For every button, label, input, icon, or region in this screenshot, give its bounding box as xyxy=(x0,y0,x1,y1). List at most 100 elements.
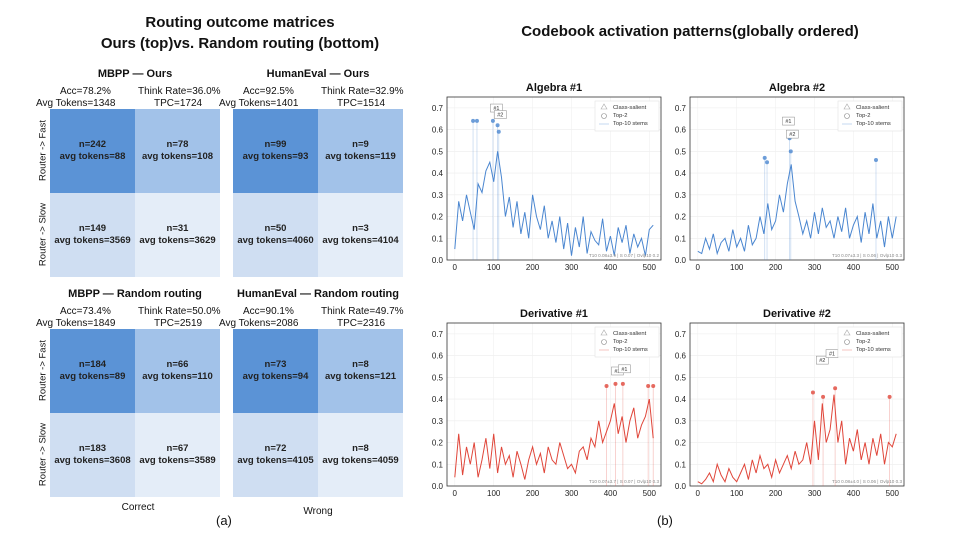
subfigure-label-b: (b) xyxy=(657,513,673,528)
y-tick-label: 0.2 xyxy=(432,213,444,222)
circle-icon xyxy=(844,339,850,345)
salient-marker xyxy=(620,381,625,386)
chart-footer: T10 0.08±3.9 | S 0.07 | Ovlp10 0.2 xyxy=(589,253,659,258)
y-tick-label: 0.6 xyxy=(432,352,444,361)
cell-count: n=149 xyxy=(78,223,107,234)
stat-think-rate: Think Rate=36.0% xyxy=(138,86,221,97)
y-tick-label: 0.3 xyxy=(675,191,687,200)
cell-avg-tokens: avg tokens=4105 xyxy=(237,455,314,466)
stat-tpc: TPC=1724 xyxy=(154,98,203,109)
stat-avg-tokens: Avg Tokens=1849 xyxy=(36,318,116,329)
salient-marker xyxy=(765,160,770,165)
legend-entry: Class-salient xyxy=(856,331,890,337)
y-tick-label: 0.1 xyxy=(675,460,687,469)
top-tag-box xyxy=(786,129,799,139)
legend-box xyxy=(837,326,903,358)
salient-marker xyxy=(613,381,618,386)
y-tick-label: 0.5 xyxy=(432,373,444,382)
cell-count: n=8 xyxy=(352,359,369,370)
chart-title: Derivative #2 xyxy=(763,308,831,320)
line-chart: 0.0 0.1 0.2 0.3 0.4 0.5 0.6 0.7 0 100 200 300 400 500… xyxy=(675,82,905,272)
stat-avg-tokens: Avg Tokens=2086 xyxy=(219,318,299,329)
x-tick-label: 100 xyxy=(730,263,744,272)
legend-box xyxy=(837,100,903,132)
cell-count: n=73 xyxy=(264,359,287,370)
cell-avg-tokens: avg tokens=94 xyxy=(242,371,309,382)
legend-entry: Top-2 xyxy=(856,339,871,345)
chart-footer: T10 0.08±4.0 | S 0.06 | Ovlp10 0.3 xyxy=(832,479,902,484)
matrix-cell: n=66 avg tokens=110 xyxy=(135,329,220,413)
x-tick-label: 100 xyxy=(487,489,501,498)
y-tick-label: 0.7 xyxy=(432,104,444,113)
left-title: Routing outcome matrices Ours (top)vs. R… xyxy=(60,12,420,54)
salient-marker xyxy=(873,158,878,163)
salient-marker xyxy=(496,129,501,134)
triangle-icon xyxy=(600,103,608,110)
salient-marker xyxy=(821,394,826,399)
top-tag-label: #2 xyxy=(819,358,825,364)
chart-footer: T10 0.07±3.3 | S 0.06 | Ovlp10 0.3 xyxy=(832,253,902,258)
salient-marker xyxy=(495,123,500,128)
cell-count: n=242 xyxy=(78,139,107,150)
circle-icon xyxy=(844,113,850,119)
cell-count: n=31 xyxy=(166,223,189,234)
left-title-line-1: Routing outcome matrices xyxy=(145,14,335,31)
y-tick-label: 0.4 xyxy=(432,169,444,178)
x-tick-label: 200 xyxy=(769,263,783,272)
cell-count: n=67 xyxy=(166,443,189,454)
legend-entry: Top-10 stems xyxy=(856,347,891,353)
x-tick-label: 500 xyxy=(643,263,657,272)
y-tick-label: 0.1 xyxy=(432,460,444,469)
cell-count: n=66 xyxy=(166,359,189,370)
salient-marker xyxy=(810,390,815,395)
cell-avg-tokens: avg tokens=89 xyxy=(59,371,126,382)
matrix-cell: n=73 avg tokens=94 xyxy=(233,329,318,413)
legend-entry: Class-salient xyxy=(856,105,890,111)
matrix-title: MBPP — Random routing xyxy=(68,288,202,300)
cell-avg-tokens: avg tokens=108 xyxy=(141,151,214,162)
salient-marker xyxy=(762,155,767,160)
x-tick-label: 0 xyxy=(696,489,701,498)
x-tick-label: 300 xyxy=(808,263,822,272)
matrix-title: HumanEval — Ours xyxy=(266,68,370,80)
x-tick-label: 400 xyxy=(604,489,618,498)
right-title: Codebook activation patterns(globally or… xyxy=(521,23,859,40)
x-tick-label: 400 xyxy=(604,263,618,272)
stat-tpc: TPC=2316 xyxy=(337,318,386,329)
subfigure-label-a: (a) xyxy=(216,513,232,528)
cell-avg-tokens: avg tokens=3589 xyxy=(139,455,216,466)
y-tick-label: 0.0 xyxy=(675,256,687,265)
x-tick-label: 200 xyxy=(526,263,540,272)
x-tick-label: 300 xyxy=(565,263,579,272)
legend-entry: Top-10 stems xyxy=(613,347,648,353)
cell-avg-tokens: avg tokens=88 xyxy=(59,151,126,162)
y-tick-label: 0.7 xyxy=(432,330,444,339)
stat-acc: Acc=92.5% xyxy=(243,86,294,97)
top-tag-label: #1 xyxy=(829,352,835,358)
salient-marker xyxy=(490,118,495,123)
series-line xyxy=(697,164,897,256)
legend-entry: Class-salient xyxy=(613,105,647,111)
y-tick-label: 0.3 xyxy=(432,417,444,426)
matrix-cell: n=8 avg tokens=121 xyxy=(318,329,403,413)
x-tick-label: 500 xyxy=(886,263,900,272)
triangle-icon xyxy=(600,329,608,336)
y-tick-label: 0.7 xyxy=(675,330,687,339)
matrix-cell: n=9 avg tokens=119 xyxy=(318,109,403,193)
matrix-cell: n=8 avg tokens=4059 xyxy=(318,413,403,497)
cell-avg-tokens: avg tokens=110 xyxy=(142,371,213,382)
matrix-cell: n=242 avg tokens=88 xyxy=(50,109,135,193)
series-line xyxy=(454,398,654,480)
y-tick-label: 0.2 xyxy=(675,213,687,222)
salient-marker xyxy=(788,149,793,154)
y-tick-label: 0.7 xyxy=(675,104,687,113)
stat-think-rate: Think Rate=50.0% xyxy=(138,306,221,317)
x-tick-label: 500 xyxy=(643,489,657,498)
stat-think-rate: Think Rate=32.9% xyxy=(321,86,404,97)
top-tag-label: #2 xyxy=(497,113,503,119)
line-chart: 0.0 0.1 0.2 0.3 0.4 0.5 0.6 0.7 0 100 200 300 400 500… xyxy=(432,308,662,498)
stat-avg-tokens: Avg Tokens=1348 xyxy=(36,98,116,109)
top-tag-label: #1 xyxy=(785,119,791,125)
x-tick-label: 100 xyxy=(730,489,744,498)
plot-frame xyxy=(446,322,662,487)
